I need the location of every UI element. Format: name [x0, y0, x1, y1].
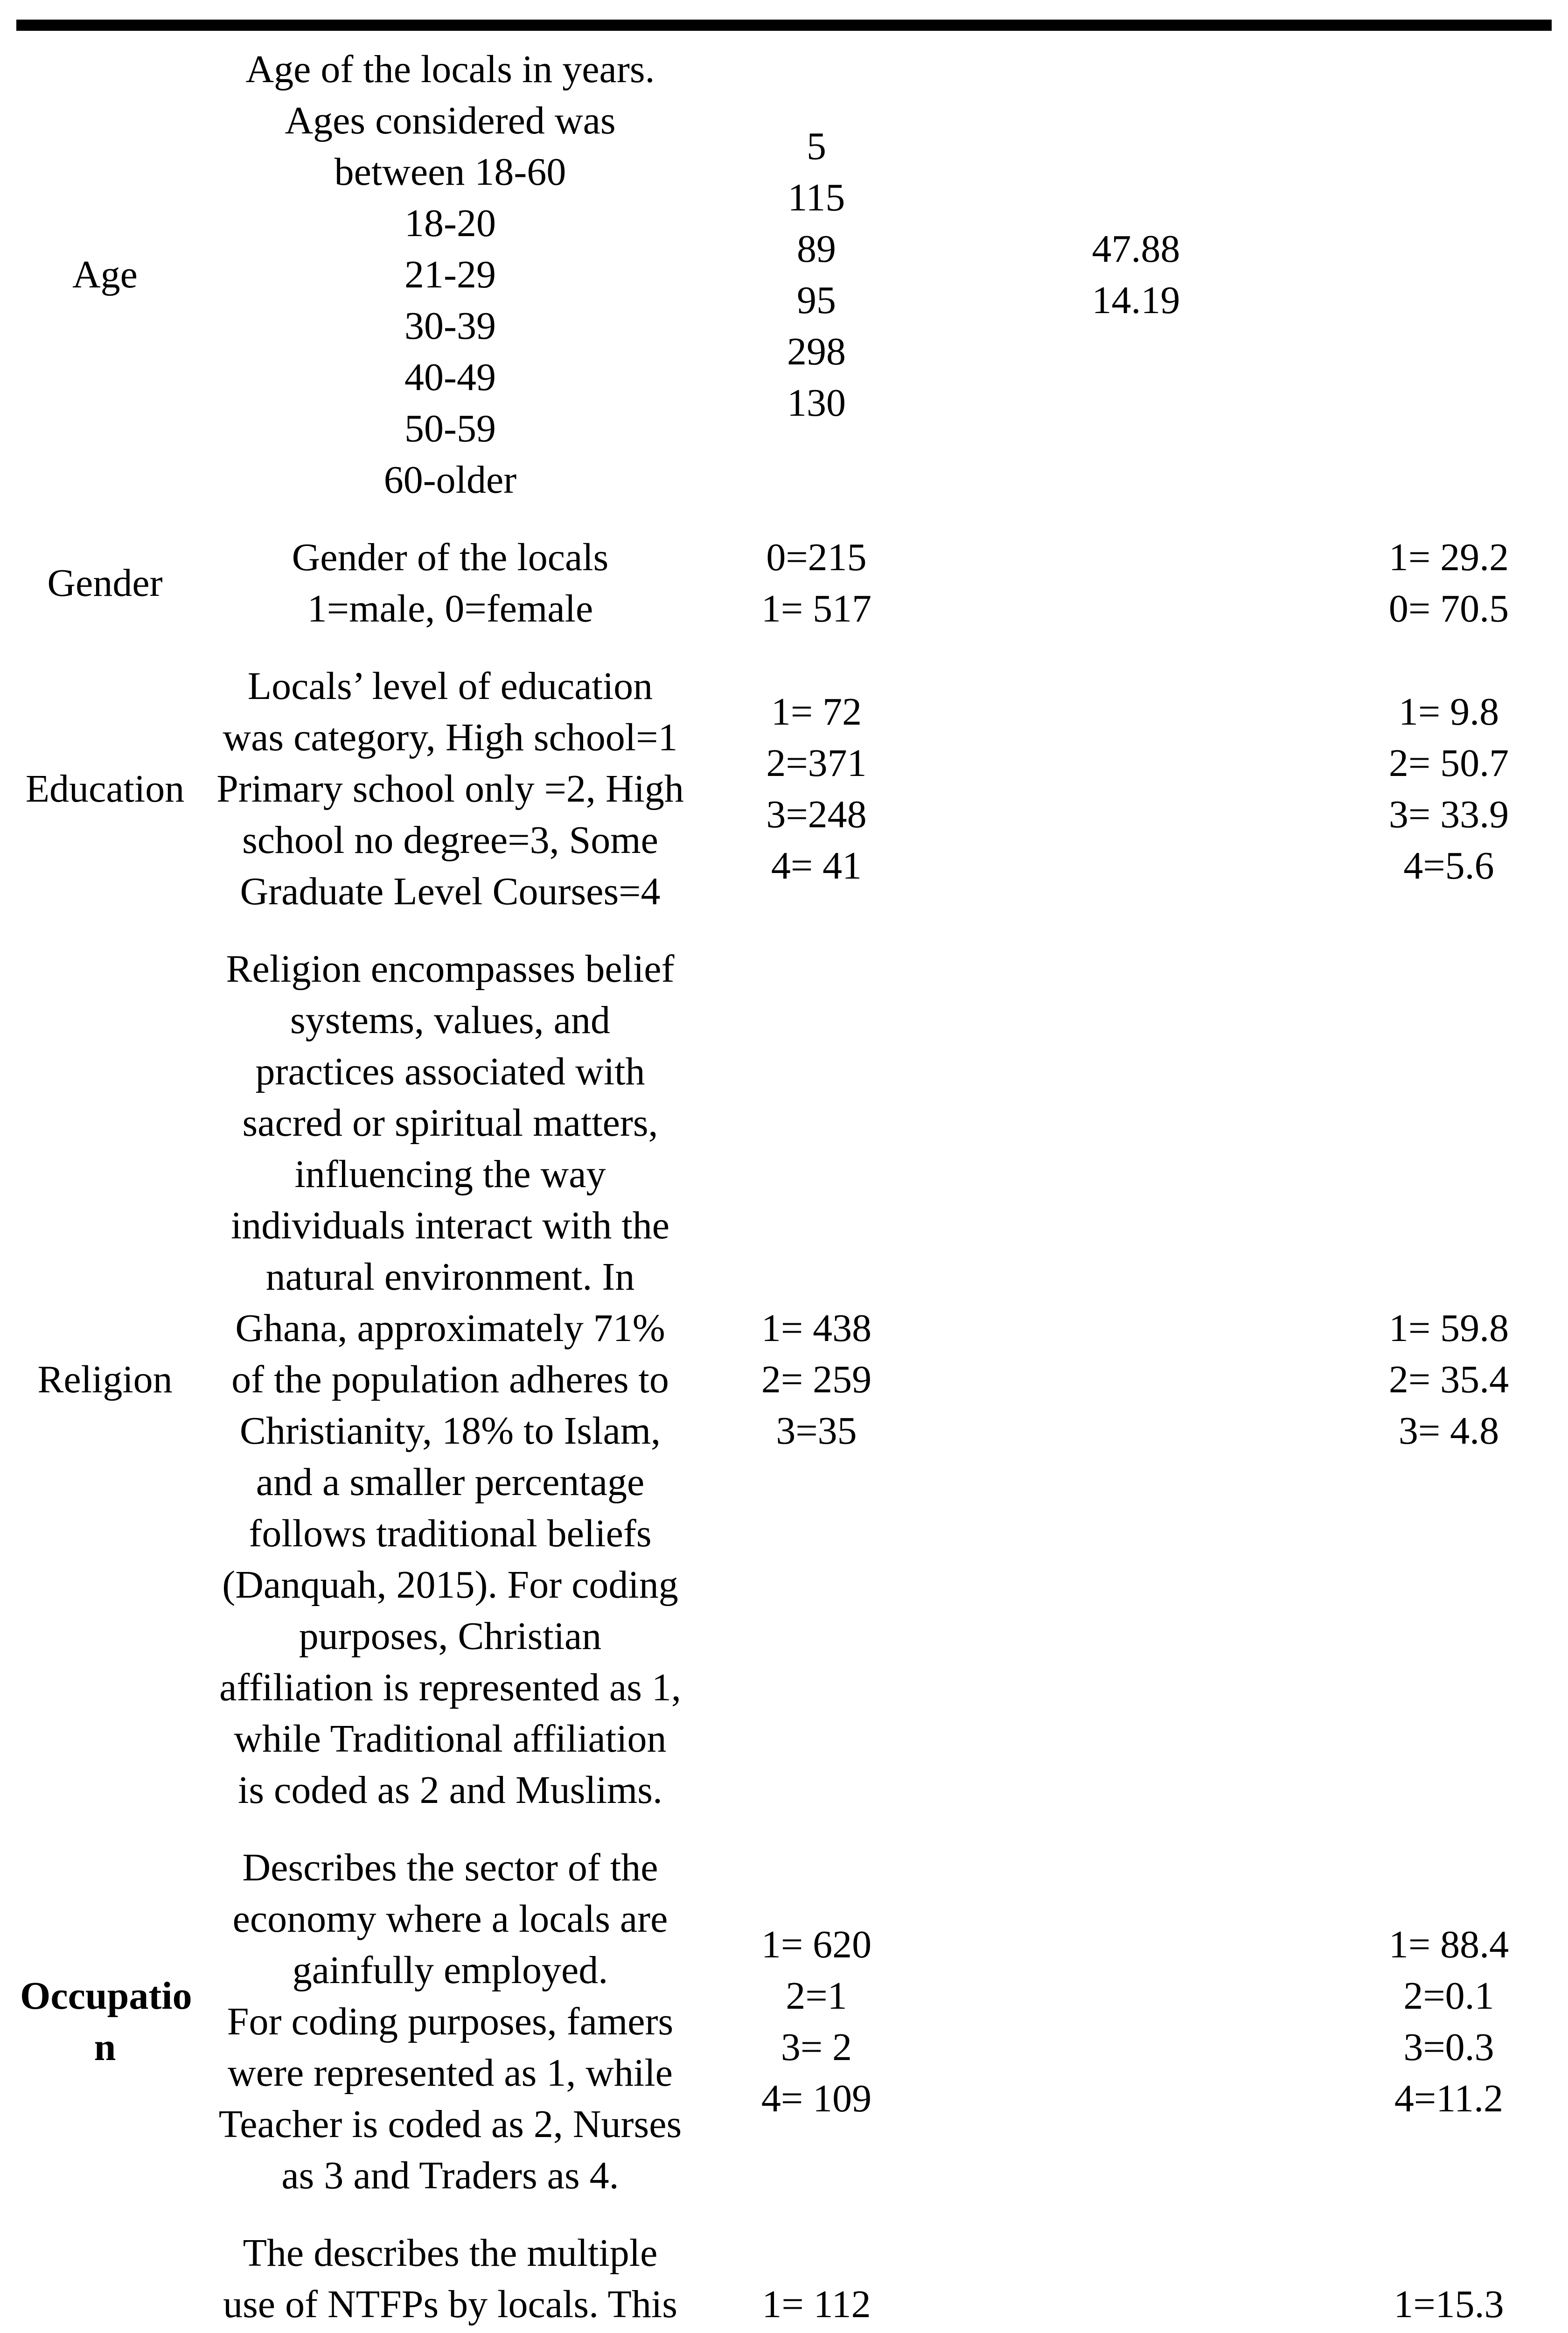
demographics-table: Age Age of the locals in years. Ages cons…	[16, 20, 1552, 2333]
percent-cell: 1=15.32=133=24.64=25=15.76=6.17= 23.2	[1394, 2283, 1504, 2326]
percent-cell	[1346, 25, 1552, 519]
description-cell: Gender of the locals 1=male, 0=female	[292, 536, 609, 630]
percent-cell: 1= 59.8 2= 35.4 3= 4.8	[1388, 1306, 1509, 1453]
mean-sd-cell: 47.88 14.19	[1092, 227, 1180, 322]
table-row-gender: Gender Gender of the locals 1=male, 0=fem…	[16, 519, 1552, 648]
table-row-age: Age Age of the locals in years. Ages cons…	[16, 25, 1552, 519]
frequency-cell: 5 115 89 95 298 130	[787, 125, 846, 425]
variable-cell: Religion	[37, 1358, 173, 1401]
table-row-religion: Religion Religion encompasses belief syst…	[16, 930, 1552, 1829]
frequency-cell: 1= 620 2=1 3= 2 4= 109	[761, 1923, 872, 2120]
mean-sd-cell	[926, 2214, 1346, 2333]
table-row-education: Education Locals’ level of education was …	[16, 648, 1552, 930]
variable-cell: Occupatio n	[20, 1974, 192, 2069]
variable-cell: Gender	[47, 561, 163, 605]
percent-cell: 1= 88.4 2=0.1 3=0.3 4=11.2	[1388, 1923, 1509, 2120]
frequency-cell: 1= 438 2= 259 3=35	[761, 1306, 872, 1453]
description-cell: Age of the locals in years. Ages consider…	[245, 48, 655, 502]
description-cell: Religion encompasses belief systems, valu…	[219, 947, 681, 1812]
description-cell: Describes the sector of the economy where…	[218, 1846, 682, 2197]
description-cell: The describes the multiple use of NTFPs b…	[223, 2231, 677, 2326]
percent-cell: 1= 29.2 0= 70.5	[1388, 536, 1509, 630]
mean-sd-cell	[926, 1829, 1346, 2214]
frequency-cell: 1= 1122=953=1804=155=1156=457=170	[762, 2283, 871, 2326]
mean-sd-cell	[926, 519, 1346, 648]
description-cell: Locals’ level of education was category, …	[216, 664, 684, 913]
mean-sd-cell	[926, 930, 1346, 1829]
frequency-cell: 1= 72 2=371 3=248 4= 41	[766, 690, 867, 887]
variable-cell: Education	[25, 767, 185, 810]
variable-cell: Age	[72, 253, 138, 296]
percent-cell: 1= 9.8 2= 50.7 3= 33.9 4=5.6	[1388, 690, 1509, 887]
table-row-occupation: Occupatio n Describes the sector of the ec…	[16, 1829, 1552, 2214]
mean-sd-cell	[926, 648, 1346, 930]
frequency-cell: 0=215 1= 517	[761, 536, 872, 630]
